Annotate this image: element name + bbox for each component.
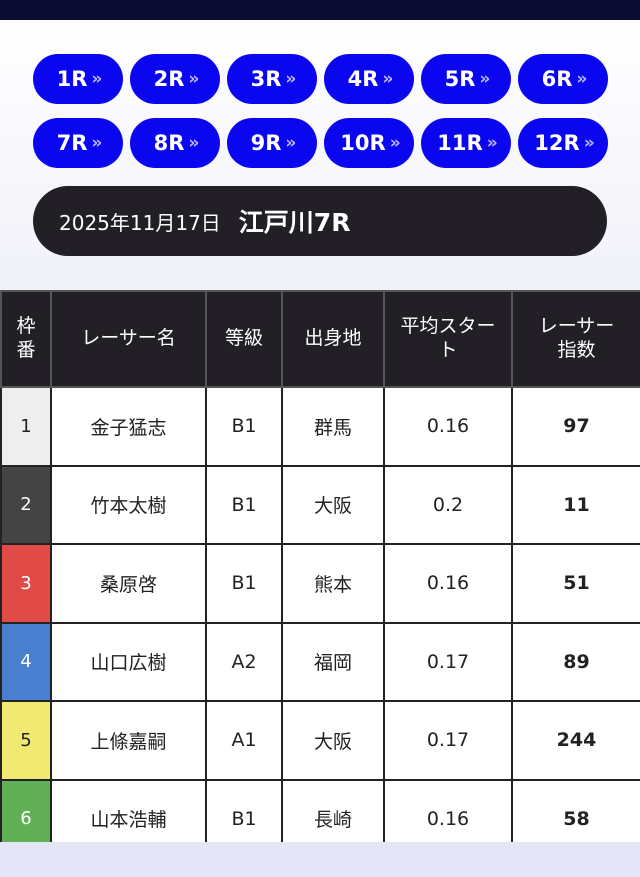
- double-chevron-right-icon: »: [285, 133, 296, 153]
- header-avg-start: 平均スタート: [383, 290, 513, 388]
- race-button-10r[interactable]: 10R»: [324, 118, 414, 168]
- racer-table: 枠番 レーサー名 等級 出身地 平均スタート レーサー指数 1 金子猛志 B1 群馬 0…: [0, 290, 640, 859]
- avg-start-cell: 0.16: [383, 386, 513, 467]
- frame-cell: 3: [0, 543, 52, 624]
- race-button-label: 11R: [437, 131, 483, 155]
- grade-cell: B1: [205, 386, 283, 467]
- racer-name-cell: 金子猛志: [50, 386, 207, 467]
- racer-name-cell: 桑原啓: [50, 543, 207, 624]
- race-button-label: 10R: [340, 131, 386, 155]
- racer-name-cell: 上條嘉嗣: [50, 700, 207, 781]
- race-button-label: 12R: [534, 131, 580, 155]
- racer-name-cell: 山口広樹: [50, 621, 207, 702]
- double-chevron-right-icon: »: [479, 69, 490, 89]
- table-row: 4 山口広樹 A2 福岡 0.17 89: [0, 621, 640, 702]
- double-chevron-right-icon: »: [188, 69, 199, 89]
- race-button-label: 9R: [250, 131, 282, 155]
- origin-cell: 群馬: [281, 386, 385, 467]
- racer-index-cell: 89: [511, 621, 640, 702]
- top-bar: [0, 0, 640, 20]
- frame-cell: 5: [0, 700, 52, 781]
- race-button-5r[interactable]: 5R»: [421, 54, 511, 104]
- origin-cell: 大阪: [281, 464, 385, 545]
- avg-start-cell: 0.2: [383, 464, 513, 545]
- race-button-6r[interactable]: 6R»: [518, 54, 608, 104]
- race-button-label: 8R: [153, 131, 185, 155]
- header-grade: 等級: [205, 290, 283, 388]
- race-button-2r[interactable]: 2R»: [130, 54, 220, 104]
- avg-start-cell: 0.17: [383, 621, 513, 702]
- table-row: 5 上條嘉嗣 A1 大阪 0.17 244: [0, 700, 640, 781]
- header-racer-index: レーサー指数: [511, 290, 640, 388]
- race-button-label: 5R: [444, 67, 476, 91]
- race-button-9r[interactable]: 9R»: [227, 118, 317, 168]
- frame-cell: 4: [0, 621, 52, 702]
- racer-index-cell: 244: [511, 700, 640, 781]
- table-row: 2 竹本太樹 B1 大阪 0.2 11: [0, 464, 640, 545]
- double-chevron-right-icon: »: [382, 69, 393, 89]
- origin-cell: 熊本: [281, 543, 385, 624]
- grade-cell: A1: [205, 700, 283, 781]
- origin-cell: 福岡: [281, 621, 385, 702]
- race-button-label: 7R: [56, 131, 88, 155]
- racer-index-cell: 51: [511, 543, 640, 624]
- double-chevron-right-icon: »: [486, 133, 498, 153]
- race-button-label: 4R: [347, 67, 379, 91]
- header-racer-name: レーサー名: [50, 290, 207, 388]
- race-button-label: 3R: [250, 67, 282, 91]
- grade-cell: B1: [205, 464, 283, 545]
- race-button-4r[interactable]: 4R»: [324, 54, 414, 104]
- avg-start-cell: 0.17: [383, 700, 513, 781]
- table-row: 3 桑原啓 B1 熊本 0.16 51: [0, 543, 640, 624]
- race-date: 2025年11月17日: [59, 210, 221, 235]
- race-header-bar: 2025年11月17日 江戸川7R: [33, 186, 607, 256]
- header-frame: 枠番: [0, 290, 52, 388]
- header-origin: 出身地: [281, 290, 385, 388]
- race-button-label: 6R: [541, 67, 573, 91]
- venue-race-title: 江戸川7R: [238, 208, 351, 237]
- frame-cell: 1: [0, 386, 52, 467]
- race-button-grid: 1R» 2R» 3R» 4R» 5R» 6R» 7R» 8R» 9R» 10R»…: [33, 54, 608, 168]
- race-button-1r[interactable]: 1R»: [33, 54, 123, 104]
- double-chevron-right-icon: »: [188, 133, 199, 153]
- double-chevron-right-icon: »: [389, 133, 401, 153]
- avg-start-cell: 0.16: [383, 543, 513, 624]
- racer-index-cell: 97: [511, 386, 640, 467]
- race-button-label: 1R: [56, 67, 88, 91]
- grade-cell: A2: [205, 621, 283, 702]
- grade-cell: B1: [205, 543, 283, 624]
- race-button-label: 2R: [153, 67, 185, 91]
- double-chevron-right-icon: »: [583, 133, 595, 153]
- race-button-3r[interactable]: 3R»: [227, 54, 317, 104]
- race-button-12r[interactable]: 12R»: [518, 118, 608, 168]
- double-chevron-right-icon: »: [285, 69, 296, 89]
- table-header-row: 枠番 レーサー名 等級 出身地 平均スタート レーサー指数: [0, 290, 640, 388]
- frame-cell: 2: [0, 464, 52, 545]
- double-chevron-right-icon: »: [91, 69, 102, 89]
- race-button-11r[interactable]: 11R»: [421, 118, 511, 168]
- racer-index-cell: 11: [511, 464, 640, 545]
- bottom-band: [0, 842, 640, 877]
- double-chevron-right-icon: »: [91, 133, 102, 153]
- table-row: 1 金子猛志 B1 群馬 0.16 97: [0, 386, 640, 467]
- racer-name-cell: 竹本太樹: [50, 464, 207, 545]
- origin-cell: 大阪: [281, 700, 385, 781]
- double-chevron-right-icon: »: [576, 69, 587, 89]
- race-button-7r[interactable]: 7R»: [33, 118, 123, 168]
- race-button-8r[interactable]: 8R»: [130, 118, 220, 168]
